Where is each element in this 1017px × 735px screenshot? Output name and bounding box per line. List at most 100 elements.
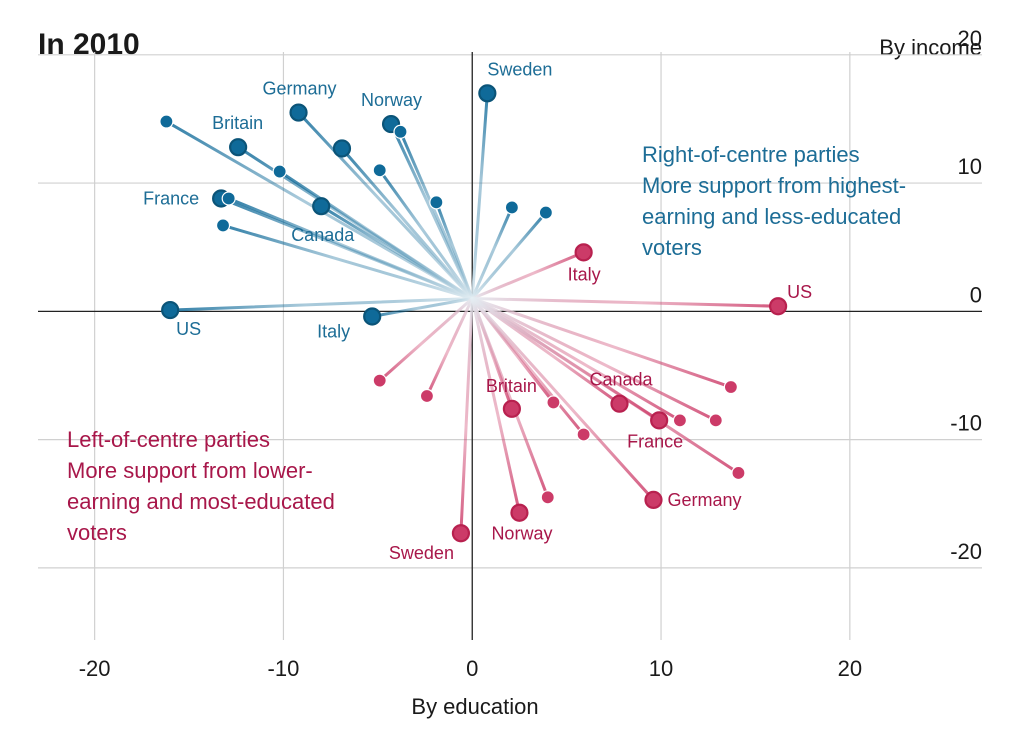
data-points bbox=[159, 84, 788, 543]
left-party-point-italy bbox=[574, 243, 593, 262]
left-party-point bbox=[372, 373, 387, 388]
left-connector-line bbox=[470, 297, 682, 422]
y-tick-label: 0 bbox=[970, 282, 982, 307]
left-country-label-canada: Canada bbox=[590, 370, 654, 390]
left-connector-line bbox=[470, 297, 733, 389]
right-party-point-britain bbox=[229, 138, 248, 157]
y-tick-label: -20 bbox=[950, 539, 982, 564]
right-connector-line bbox=[470, 205, 514, 301]
gridlines bbox=[38, 52, 982, 640]
right-party-point-us bbox=[161, 300, 180, 320]
right-party-point bbox=[332, 139, 352, 158]
right-connector-line bbox=[470, 211, 548, 301]
left-party-point bbox=[419, 388, 435, 404]
right-connector-line bbox=[378, 168, 474, 301]
point-labels: Sweden Germany Norway Britain France Canada US… bbox=[143, 59, 812, 563]
y-tick-label: 20 bbox=[958, 26, 982, 51]
right-party-point bbox=[372, 163, 387, 178]
left-party-point-canada bbox=[610, 394, 629, 413]
left-party-point-norway bbox=[510, 503, 529, 522]
x-tick-label: 20 bbox=[838, 656, 862, 681]
right-party-point bbox=[429, 195, 444, 210]
right-party-point bbox=[393, 124, 408, 139]
right-connector-line bbox=[168, 297, 474, 312]
right-connector-line bbox=[319, 204, 474, 301]
right-party-point-canada bbox=[312, 197, 331, 216]
y-tick-label: -10 bbox=[950, 411, 982, 436]
right-party-point-germany bbox=[289, 103, 308, 122]
right-country-label-italy: Italy bbox=[317, 321, 350, 341]
left-country-label-norway: Norway bbox=[491, 524, 552, 544]
left-party-point bbox=[672, 413, 688, 428]
left-connector-line bbox=[470, 297, 718, 422]
right-annotation-line-3: voters bbox=[642, 235, 702, 260]
right-country-label-sweden: Sweden bbox=[487, 59, 552, 79]
y-axis-label: By income bbox=[879, 35, 982, 60]
tick-labels: -20 -10 0 10 20 20 10 0 -10 -20 bbox=[79, 26, 982, 681]
right-country-label-canada: Canada bbox=[291, 225, 355, 245]
right-party-point bbox=[272, 164, 287, 179]
right-connector-line bbox=[434, 200, 474, 301]
left-party-point bbox=[731, 465, 746, 481]
right-connector-line bbox=[297, 111, 474, 301]
left-party-point-sweden bbox=[451, 524, 471, 543]
left-of-centre-annotation: Left-of-centre parties More support from… bbox=[67, 427, 335, 545]
left-country-label-italy: Italy bbox=[568, 264, 601, 284]
right-connector-line bbox=[370, 297, 474, 318]
left-connector-line bbox=[470, 250, 586, 301]
right-party-point bbox=[215, 218, 231, 233]
left-connector-line bbox=[459, 297, 474, 535]
x-axis-label: By education bbox=[411, 694, 538, 719]
right-annotation-line-1: More support from highest- bbox=[642, 173, 906, 198]
left-connector-line bbox=[470, 297, 740, 475]
left-connector-line bbox=[470, 297, 655, 502]
right-connector-line bbox=[470, 91, 489, 301]
x-tick-label: -20 bbox=[79, 656, 111, 681]
left-country-label-germany: Germany bbox=[667, 490, 741, 510]
right-annotation-title: Right-of-centre parties bbox=[642, 142, 860, 167]
right-country-label-france: France bbox=[143, 188, 199, 208]
x-tick-label: 0 bbox=[466, 656, 478, 681]
right-country-label-norway: Norway bbox=[361, 90, 422, 110]
right-connector-line bbox=[227, 196, 474, 301]
left-country-label-britain: Britain bbox=[486, 376, 537, 396]
right-connector-line bbox=[221, 223, 474, 301]
chart-title: In 2010 bbox=[38, 28, 140, 61]
left-party-point-germany bbox=[644, 490, 663, 509]
left-party-point bbox=[708, 413, 723, 428]
left-party-point bbox=[576, 427, 591, 442]
right-party-point bbox=[504, 200, 519, 215]
left-country-label-us: US bbox=[787, 282, 812, 302]
left-connector-line bbox=[470, 297, 521, 515]
right-party-point bbox=[221, 191, 236, 206]
left-party-point bbox=[723, 379, 738, 395]
left-connector-line bbox=[470, 297, 780, 308]
left-connector-line bbox=[470, 297, 550, 499]
right-connector-line bbox=[340, 146, 474, 301]
left-party-point-us bbox=[768, 297, 788, 316]
right-country-label-britain: Britain bbox=[212, 113, 263, 133]
right-of-centre-annotation: Right-of-centre parties More support fro… bbox=[642, 142, 906, 260]
right-party-point-sweden bbox=[478, 84, 497, 103]
right-annotation-line-2: earning and less-educated bbox=[642, 204, 901, 229]
right-country-label-germany: Germany bbox=[263, 79, 337, 99]
x-tick-label: -10 bbox=[268, 656, 300, 681]
right-party-point bbox=[538, 205, 553, 220]
left-country-label-sweden: Sweden bbox=[389, 543, 454, 563]
left-party-point-britain bbox=[502, 399, 521, 418]
y-tick-label: 10 bbox=[958, 154, 982, 179]
x-tick-label: 10 bbox=[649, 656, 673, 681]
left-connector-line bbox=[378, 297, 474, 383]
left-party-point bbox=[540, 490, 555, 505]
right-party-point-italy bbox=[363, 307, 382, 326]
left-annotation-line-1: More support from lower- bbox=[67, 458, 313, 483]
left-annotation-title: Left-of-centre parties bbox=[67, 427, 270, 452]
right-party-point bbox=[159, 114, 174, 129]
right-country-label-us: US bbox=[176, 319, 201, 339]
left-annotation-line-3: voters bbox=[67, 520, 127, 545]
left-annotation-line-2: earning and most-educated bbox=[67, 489, 335, 514]
left-party-point bbox=[546, 395, 561, 410]
left-country-label-france: France bbox=[627, 431, 683, 451]
left-connector-line bbox=[425, 297, 474, 398]
